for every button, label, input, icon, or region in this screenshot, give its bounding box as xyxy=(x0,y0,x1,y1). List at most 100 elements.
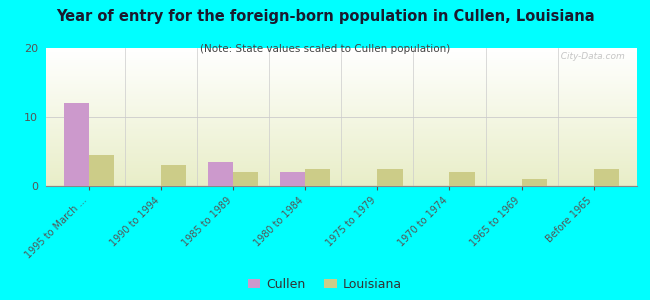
Bar xyxy=(208,162,233,186)
Bar xyxy=(46,91,637,92)
Bar xyxy=(46,51,637,52)
Bar xyxy=(46,158,637,160)
Bar xyxy=(46,165,637,167)
Bar xyxy=(46,168,637,170)
Legend: Cullen, Louisiana: Cullen, Louisiana xyxy=(248,278,402,291)
Bar xyxy=(46,105,637,106)
Bar xyxy=(46,69,637,70)
Bar xyxy=(449,172,474,186)
Bar xyxy=(46,73,637,74)
Bar xyxy=(46,109,637,110)
Bar xyxy=(46,175,637,176)
Bar xyxy=(46,110,637,112)
Bar xyxy=(46,99,637,100)
Bar xyxy=(46,48,637,50)
Bar xyxy=(46,118,637,120)
Bar xyxy=(306,169,330,186)
Bar xyxy=(46,116,637,117)
Bar xyxy=(46,179,637,181)
Bar xyxy=(46,81,637,82)
Bar xyxy=(46,134,637,135)
Bar xyxy=(46,56,637,58)
Bar xyxy=(46,124,637,125)
Bar xyxy=(46,89,637,91)
Bar xyxy=(46,100,637,102)
Bar xyxy=(161,165,186,186)
Bar xyxy=(46,161,637,163)
Bar xyxy=(46,176,637,178)
Bar xyxy=(46,74,637,76)
Bar xyxy=(46,80,637,81)
Bar xyxy=(46,157,637,158)
Bar xyxy=(46,131,637,132)
Bar xyxy=(46,149,637,150)
Bar xyxy=(46,107,637,109)
Bar xyxy=(46,53,637,55)
Bar xyxy=(46,183,637,184)
Bar xyxy=(46,153,637,154)
Bar xyxy=(46,95,637,96)
Bar xyxy=(46,145,637,146)
Bar xyxy=(46,70,637,71)
Bar xyxy=(46,78,637,80)
Bar xyxy=(46,174,637,175)
Bar xyxy=(46,84,637,85)
Bar xyxy=(46,127,637,128)
Bar xyxy=(46,125,637,127)
Bar xyxy=(89,155,114,186)
Bar xyxy=(46,147,637,149)
Bar xyxy=(46,129,637,131)
Bar xyxy=(46,128,637,129)
Bar xyxy=(46,113,637,114)
Bar xyxy=(46,62,637,63)
Bar xyxy=(46,164,637,165)
Bar xyxy=(64,103,89,186)
Bar xyxy=(46,136,637,138)
Bar xyxy=(46,92,637,94)
Bar xyxy=(46,63,637,64)
Bar xyxy=(46,171,637,172)
Bar xyxy=(46,67,637,69)
Bar xyxy=(46,102,637,103)
Bar xyxy=(46,50,637,51)
Bar xyxy=(46,135,637,136)
Bar xyxy=(46,77,637,78)
Bar xyxy=(46,178,637,179)
Bar xyxy=(46,169,637,171)
Bar xyxy=(280,172,305,186)
Bar xyxy=(46,88,637,89)
Bar xyxy=(46,142,637,143)
Bar xyxy=(46,172,637,174)
Bar xyxy=(46,66,637,67)
Bar xyxy=(46,120,637,121)
Bar xyxy=(46,103,637,105)
Bar xyxy=(46,182,637,183)
Bar xyxy=(46,122,637,124)
Bar xyxy=(46,76,637,77)
Text: (Note: State values scaled to Cullen population): (Note: State values scaled to Cullen pop… xyxy=(200,44,450,53)
Bar xyxy=(46,96,637,98)
Bar xyxy=(46,82,637,84)
Bar xyxy=(593,169,619,186)
Bar xyxy=(233,172,258,186)
Bar xyxy=(46,121,637,122)
Bar xyxy=(46,59,637,60)
Bar xyxy=(46,52,637,53)
Bar xyxy=(46,184,637,186)
Bar xyxy=(46,112,637,113)
Bar xyxy=(46,156,637,157)
Bar xyxy=(46,106,637,107)
Bar xyxy=(46,140,637,142)
Bar xyxy=(46,87,637,88)
Bar xyxy=(46,64,637,66)
Bar xyxy=(46,132,637,134)
Bar xyxy=(46,60,637,62)
Bar xyxy=(46,85,637,87)
Bar xyxy=(46,160,637,161)
Bar xyxy=(46,154,637,156)
Bar xyxy=(46,139,637,140)
Bar xyxy=(46,98,637,99)
Bar xyxy=(46,152,637,153)
Bar xyxy=(521,179,547,186)
Bar xyxy=(46,181,637,182)
